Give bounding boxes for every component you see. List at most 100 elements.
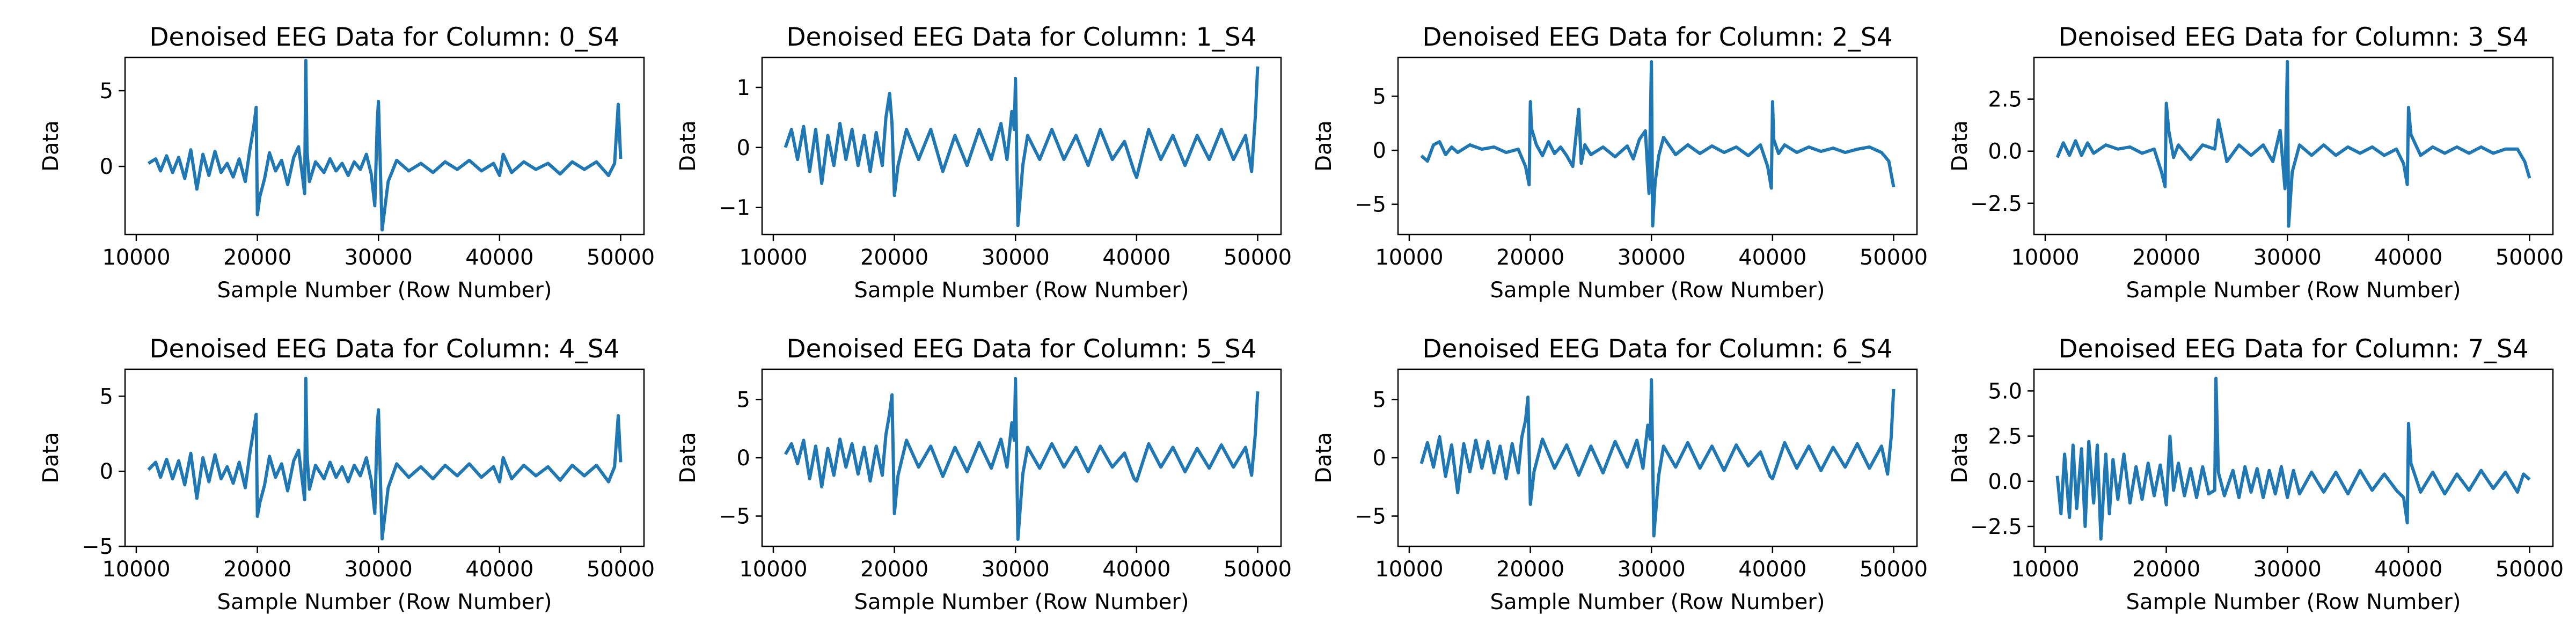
x-tick-label: 20000 bbox=[1496, 557, 1564, 582]
x-tick-label: 30000 bbox=[1618, 557, 1686, 582]
y-tick-label: 0.0 bbox=[1988, 470, 2022, 494]
y-tick-label: −1 bbox=[719, 196, 750, 221]
y-tick-label: 0 bbox=[100, 459, 113, 484]
x-tick-label: 50000 bbox=[1224, 245, 1292, 270]
y-tick-label: −2.5 bbox=[1970, 192, 2022, 216]
y-tick-label: 0 bbox=[1373, 446, 1386, 471]
series-line-0 bbox=[147, 58, 623, 232]
subplot-5: Denoised EEG Data for Column: 5_S4 10000 2… bbox=[676, 334, 1292, 614]
x-tick-label: 30000 bbox=[2253, 557, 2322, 582]
y-axis-label: Data bbox=[1948, 120, 1972, 172]
subplot-2: Denoised EEG Data for Column: 2_S4 10000 2… bbox=[1312, 23, 1928, 303]
series-line-0 bbox=[2055, 60, 2531, 228]
x-tick-label: 10000 bbox=[739, 557, 807, 582]
x-axis-label: Sample Number (Row Number) bbox=[2126, 590, 2461, 614]
x-axis-label: Sample Number (Row Number) bbox=[2126, 278, 2461, 303]
x-tick-label: 20000 bbox=[223, 245, 291, 270]
x-tick-label: 20000 bbox=[223, 557, 291, 582]
x-tick-label: 50000 bbox=[1860, 245, 1928, 270]
chart-title: Denoised EEG Data for Column: 7_S4 bbox=[2058, 334, 2528, 364]
x-tick-label: 10000 bbox=[1375, 557, 1443, 582]
x-tick-label: 20000 bbox=[860, 557, 928, 582]
x-tick-label: 40000 bbox=[1738, 245, 1806, 270]
x-tick-label: 30000 bbox=[1618, 245, 1686, 270]
x-tick-label: 50000 bbox=[1860, 557, 1928, 582]
x-tick-label: 40000 bbox=[2374, 557, 2442, 582]
y-tick-label: −5 bbox=[1355, 193, 1386, 217]
y-tick-label: 2.5 bbox=[1988, 425, 2022, 449]
y-tick-label: 0 bbox=[100, 155, 113, 179]
plot-frame bbox=[124, 56, 645, 236]
series-line-0 bbox=[1419, 378, 1896, 538]
y-tick-label: 1 bbox=[737, 76, 750, 100]
x-axis-label: Sample Number (Row Number) bbox=[1490, 278, 1825, 303]
x-tick-label: 30000 bbox=[982, 245, 1050, 270]
x-tick-label: 40000 bbox=[465, 245, 533, 270]
chart-title: Denoised EEG Data for Column: 5_S4 bbox=[786, 334, 1256, 364]
x-tick-label: 40000 bbox=[465, 557, 533, 582]
plot-frame bbox=[761, 56, 1282, 236]
x-tick-label: 30000 bbox=[345, 557, 413, 582]
x-tick-label: 20000 bbox=[1496, 245, 1564, 270]
y-tick-label: 5 bbox=[100, 384, 113, 409]
series-line-0 bbox=[147, 376, 623, 540]
x-axis-label: Sample Number (Row Number) bbox=[854, 278, 1189, 303]
x-tick-label: 10000 bbox=[102, 245, 170, 270]
y-tick-label: 0 bbox=[1373, 138, 1386, 163]
plot-frame bbox=[124, 368, 645, 547]
chart-title: Denoised EEG Data for Column: 2_S4 bbox=[1422, 23, 1892, 52]
x-tick-label: 50000 bbox=[587, 245, 655, 270]
x-tick-label: 10000 bbox=[1375, 245, 1443, 270]
y-tick-label: −2.5 bbox=[1970, 515, 2022, 539]
y-axis-label: Data bbox=[676, 120, 700, 172]
series-line-0 bbox=[784, 66, 1260, 228]
y-tick-label: −5 bbox=[82, 535, 113, 559]
series-line-0 bbox=[784, 377, 1260, 541]
y-axis-label: Data bbox=[1312, 432, 1336, 484]
chart-title: Denoised EEG Data for Column: 3_S4 bbox=[2058, 23, 2528, 52]
series-line-0 bbox=[1420, 60, 1896, 228]
x-tick-label: 50000 bbox=[2496, 245, 2564, 270]
y-tick-label: 0.0 bbox=[1988, 140, 2022, 164]
x-tick-label: 10000 bbox=[102, 557, 170, 582]
plot-frame bbox=[2033, 368, 2554, 547]
subplot-7: Denoised EEG Data for Column: 7_S4 10000 2… bbox=[1948, 334, 2564, 614]
y-axis-label: Data bbox=[39, 432, 63, 484]
y-axis-label: Data bbox=[39, 120, 63, 172]
x-tick-label: 50000 bbox=[2496, 557, 2564, 582]
x-tick-label: 30000 bbox=[982, 557, 1050, 582]
y-tick-label: 5 bbox=[1373, 84, 1386, 109]
y-axis-label: Data bbox=[1312, 120, 1336, 172]
x-axis-label: Sample Number (Row Number) bbox=[217, 278, 552, 303]
x-tick-label: 10000 bbox=[2011, 245, 2079, 270]
chart-title: Denoised EEG Data for Column: 0_S4 bbox=[149, 23, 619, 52]
chart-title: Denoised EEG Data for Column: 4_S4 bbox=[149, 334, 619, 364]
chart-title: Denoised EEG Data for Column: 6_S4 bbox=[1422, 334, 1892, 364]
x-tick-label: 40000 bbox=[1738, 557, 1806, 582]
chart-title: Denoised EEG Data for Column: 1_S4 bbox=[786, 23, 1256, 52]
x-tick-label: 40000 bbox=[1102, 557, 1170, 582]
series-line-0 bbox=[2055, 376, 2531, 541]
y-tick-label: −5 bbox=[719, 504, 750, 529]
x-tick-label: 30000 bbox=[2253, 245, 2322, 270]
x-tick-label: 10000 bbox=[739, 245, 807, 270]
y-tick-label: −5 bbox=[1355, 504, 1386, 529]
x-tick-label: 40000 bbox=[2374, 245, 2442, 270]
x-tick-label: 20000 bbox=[2132, 557, 2200, 582]
subplot-1: Denoised EEG Data for Column: 1_S4 10000 2… bbox=[676, 23, 1292, 303]
plot-frame bbox=[2033, 56, 2554, 236]
x-tick-label: 40000 bbox=[1102, 245, 1170, 270]
x-axis-label: Sample Number (Row Number) bbox=[854, 590, 1189, 614]
y-axis-label: Data bbox=[1948, 432, 1972, 484]
x-tick-label: 50000 bbox=[1224, 557, 1292, 582]
x-axis-label: Sample Number (Row Number) bbox=[1490, 590, 1825, 614]
subplot-4: Denoised EEG Data for Column: 4_S4 10000 2… bbox=[39, 334, 655, 614]
y-tick-label: 0 bbox=[737, 136, 750, 160]
y-tick-label: 5 bbox=[1373, 387, 1386, 412]
subplot-6: Denoised EEG Data for Column: 6_S4 10000 2… bbox=[1312, 334, 1928, 614]
x-tick-label: 20000 bbox=[860, 245, 928, 270]
y-axis-label: Data bbox=[676, 432, 700, 484]
y-tick-label: 5.0 bbox=[1988, 379, 2022, 404]
x-tick-label: 30000 bbox=[345, 245, 413, 270]
